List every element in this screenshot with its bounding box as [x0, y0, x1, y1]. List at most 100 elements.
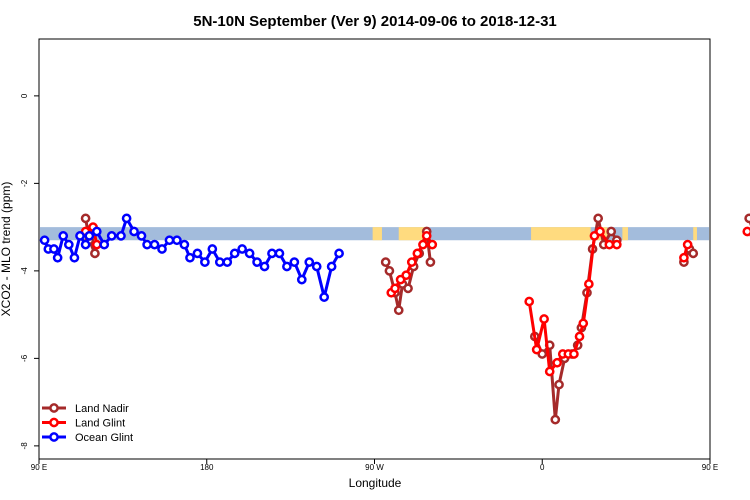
y-axis: 0 -2 -4 -6 -8 — [20, 93, 39, 449]
y-tick-label: 0 — [20, 93, 29, 98]
data-point — [742, 226, 750, 237]
data-point — [418, 239, 428, 250]
data-point — [427, 239, 438, 250]
data-point — [319, 292, 330, 302]
x-axis-label: Longitude — [349, 476, 402, 490]
data-point — [39, 235, 50, 246]
data-point — [390, 283, 400, 294]
data-point — [554, 379, 564, 390]
data-point — [222, 257, 233, 267]
data-point — [524, 296, 535, 307]
data-point — [539, 314, 549, 324]
data-point — [544, 366, 555, 377]
data-point — [583, 279, 594, 289]
data-point — [593, 213, 604, 224]
legend: Land Nadir Land Glint Ocean Glint — [42, 403, 133, 444]
data-point — [99, 239, 110, 250]
data-point — [574, 331, 585, 342]
data-point — [80, 213, 91, 224]
data-point — [237, 244, 248, 254]
series-ocean-glint — [39, 213, 344, 302]
data-point — [52, 252, 63, 263]
chart-title: 5N-10N September (Ver 9) 2014-09-06 to 2… — [193, 13, 557, 30]
data-point — [129, 226, 139, 237]
legend-label: Land Glint — [75, 418, 125, 430]
series-layer — [39, 213, 750, 425]
y-tick-label: -2 — [20, 179, 29, 187]
data-point — [406, 257, 417, 267]
series-land-glint — [80, 222, 750, 377]
legend-item-land-nadir: Land Nadir — [42, 403, 129, 415]
data-point — [401, 270, 412, 281]
data-point — [267, 248, 277, 259]
data-point — [380, 257, 391, 267]
data-point — [578, 318, 589, 329]
data-point — [274, 248, 285, 259]
legend-label: Ocean Glint — [75, 432, 133, 444]
data-point — [80, 239, 91, 250]
legend-swatch-marker — [49, 417, 59, 428]
data-point — [604, 239, 615, 250]
data-point — [304, 257, 315, 267]
data-point — [200, 257, 210, 267]
data-point — [63, 239, 74, 250]
data-point — [69, 252, 80, 263]
data-point — [425, 257, 436, 267]
data-point — [192, 248, 203, 259]
data-point — [334, 248, 344, 259]
data-point — [185, 252, 195, 263]
data-point — [136, 231, 147, 241]
legend-item-land-glint: Land Glint — [42, 418, 125, 430]
data-point — [606, 226, 617, 237]
data-point — [282, 261, 292, 272]
data-point — [84, 231, 95, 241]
legend-swatch-marker — [49, 403, 59, 413]
data-point — [744, 213, 750, 224]
land-patch — [531, 227, 591, 241]
data-point — [552, 357, 563, 368]
legend-swatch-marker — [49, 432, 59, 442]
data-point — [207, 244, 218, 254]
data-point — [252, 257, 262, 267]
data-point — [58, 231, 69, 241]
data-point — [421, 231, 432, 241]
data-point — [682, 239, 693, 250]
data-point — [550, 414, 561, 425]
land-patch — [372, 227, 382, 241]
data-point — [149, 239, 160, 250]
data-point — [214, 257, 225, 267]
legend-item-ocean-glint: Ocean Glint — [42, 432, 133, 444]
data-point — [326, 261, 337, 272]
data-point — [244, 248, 255, 259]
data-point — [106, 231, 117, 241]
y-tick-label: -4 — [20, 267, 29, 275]
data-point — [172, 235, 182, 246]
data-point — [611, 239, 622, 250]
data-point — [289, 257, 300, 267]
data-point — [91, 239, 102, 250]
data-point — [157, 244, 167, 254]
land-patch — [693, 227, 697, 241]
data-point — [688, 248, 699, 259]
data-point — [179, 239, 190, 250]
data-point — [384, 266, 395, 276]
data-point — [142, 239, 152, 250]
legend-label: Land Nadir — [75, 403, 129, 415]
x-tick-label: 90 W — [365, 463, 384, 472]
data-point — [164, 235, 175, 246]
land-patch — [622, 227, 628, 241]
data-point — [595, 226, 605, 237]
data-point — [91, 226, 102, 237]
data-point — [229, 248, 240, 259]
y-tick-label: -6 — [20, 354, 29, 362]
data-point — [49, 244, 59, 254]
data-point — [259, 261, 270, 272]
x-axis: 90 E 180 90 W 0 90 E — [31, 459, 718, 472]
data-point — [531, 344, 542, 355]
data-point — [75, 231, 85, 241]
data-point — [679, 252, 689, 263]
data-point — [403, 283, 413, 294]
data-point — [311, 261, 322, 272]
x-tick-label: 180 — [200, 463, 214, 472]
data-point — [569, 349, 579, 359]
